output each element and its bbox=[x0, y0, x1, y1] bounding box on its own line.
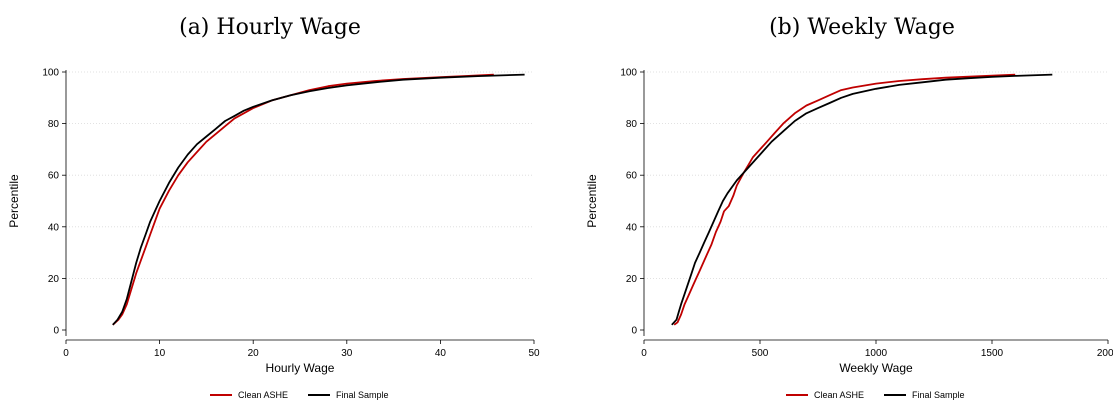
y-tick-label: 100 bbox=[620, 68, 637, 79]
y-axis-label: Percentile bbox=[585, 174, 599, 228]
y-tick-label: 100 bbox=[42, 68, 59, 79]
y-tick-label: 0 bbox=[631, 326, 637, 337]
legend-label-2: Final Sample bbox=[912, 390, 965, 400]
legend-label-2: Final Sample bbox=[336, 390, 389, 400]
x-tick-label: 10 bbox=[154, 348, 166, 359]
x-tick-label: 1000 bbox=[865, 348, 888, 359]
x-tick-label: 0 bbox=[641, 348, 647, 359]
y-tick-label: 80 bbox=[48, 119, 60, 130]
chart-title: (b) Weekly Wage bbox=[769, 15, 955, 40]
legend: Clean ASHE Final Sample bbox=[210, 390, 389, 400]
x-tick-label: 0 bbox=[63, 348, 69, 359]
x-tick-label: 500 bbox=[752, 348, 769, 359]
x-tick-label: 30 bbox=[341, 348, 353, 359]
y-tick-label: 40 bbox=[626, 222, 638, 233]
legend: Clean ASHE Final Sample bbox=[786, 390, 965, 400]
y-tick-label: 0 bbox=[53, 326, 59, 337]
x-tick-label: 40 bbox=[435, 348, 447, 359]
x-tick-label: 20 bbox=[248, 348, 260, 359]
x-axis-label: Hourly Wage bbox=[266, 361, 335, 375]
chart-title: (a) Hourly Wage bbox=[179, 15, 361, 40]
y-tick-label: 80 bbox=[626, 119, 638, 130]
series-line-2 bbox=[112, 73, 525, 326]
x-tick-label: 2000 bbox=[1097, 348, 1113, 359]
legend-label-1: Clean ASHE bbox=[238, 390, 288, 400]
series-line-1 bbox=[112, 73, 494, 326]
x-axis-label: Weekly Wage bbox=[839, 361, 913, 375]
series-line-1 bbox=[673, 73, 1016, 326]
y-tick-label: 20 bbox=[48, 274, 60, 285]
y-tick-label: 20 bbox=[626, 274, 638, 285]
y-axis-label: Percentile bbox=[7, 174, 21, 228]
y-tick-label: 60 bbox=[48, 171, 60, 182]
y-tick-label: 40 bbox=[48, 222, 60, 233]
x-tick-label: 50 bbox=[528, 348, 540, 359]
legend-label-1: Clean ASHE bbox=[814, 390, 864, 400]
x-tick-label: 1500 bbox=[981, 348, 1004, 359]
chart-panel-1: (a) Hourly Wage 0 20 40 60 80 100 0 10 20 30 40 50 Ho… bbox=[7, 15, 540, 400]
y-tick-label: 60 bbox=[626, 171, 638, 182]
series-line-2 bbox=[671, 73, 1053, 326]
